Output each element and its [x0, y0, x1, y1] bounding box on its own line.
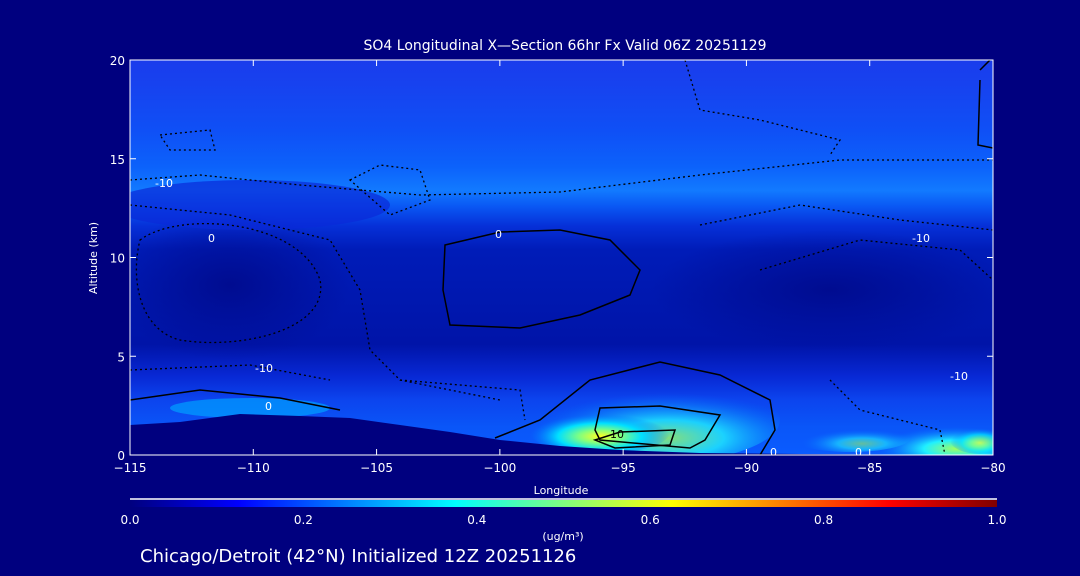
contour-label: -10: [155, 177, 173, 190]
colorbar-tick-label: 0.4: [467, 513, 486, 527]
y-tick-label: 5: [117, 350, 125, 364]
chart-title: SO4 Longitudinal X—Section 66hr Fx Valid…: [364, 38, 767, 54]
contour-label: 0: [495, 228, 502, 241]
contour-label-group: -10 0 -10 0 -10 10 0 0 0 -10: [155, 177, 968, 459]
contour-label: -10: [912, 232, 930, 245]
contour-label: 0: [265, 400, 272, 413]
contour-label: 0: [208, 232, 215, 245]
contour-label: -10: [950, 370, 968, 383]
y-tick-label: 0: [117, 449, 125, 463]
y-axis-label: Altitude (km): [87, 222, 100, 294]
contour-label: 10: [610, 428, 624, 441]
x-tick-label: −100: [483, 461, 516, 475]
contour-label: 0: [855, 446, 862, 459]
contour-label: 0: [770, 446, 777, 459]
y-tick-label: 15: [110, 153, 125, 167]
colorbar: [130, 500, 997, 507]
contour-label: -10: [255, 362, 273, 375]
colorbar-ticks: 0.0 0.2 0.4 0.6 0.8 1.0: [120, 513, 1006, 527]
y-tick-label: 20: [110, 54, 125, 68]
x-tick-label: −110: [237, 461, 270, 475]
colorbar-tick-label: 0.8: [814, 513, 833, 527]
colorbar-units: (ug/m³): [542, 530, 583, 543]
terrain-mask: [130, 414, 993, 455]
contour-lines: [130, 60, 993, 455]
filled-contours: -10 0 -10 0 -10 10 0 0 0 -10: [130, 60, 993, 459]
negative-contour-lines: [130, 60, 993, 455]
x-tick-label: −90: [734, 461, 759, 475]
x-tick-label: −95: [610, 461, 635, 475]
y-tick-label: 10: [110, 252, 125, 266]
x-axis: −115 −110 −105 −100 −95 −90 −85 −80: [114, 60, 1006, 475]
x-tick-label: −105: [360, 461, 393, 475]
colorbar-tick-label: 1.0: [987, 513, 1006, 527]
colorbar-tick-label: 0.2: [294, 513, 313, 527]
x-tick-label: −85: [857, 461, 882, 475]
y-axis: 0 5 10 15 20: [110, 54, 993, 463]
x-axis-label: Longitude: [534, 484, 589, 497]
colorbar-tick-label: 0.6: [641, 513, 660, 527]
x-tick-label: −115: [114, 461, 147, 475]
chart-subtitle: Chicago/Detroit (42°N) Initialized 12Z 2…: [140, 546, 576, 567]
colorbar-tick-label: 0.0: [120, 513, 139, 527]
x-tick-label: −80: [980, 461, 1005, 475]
